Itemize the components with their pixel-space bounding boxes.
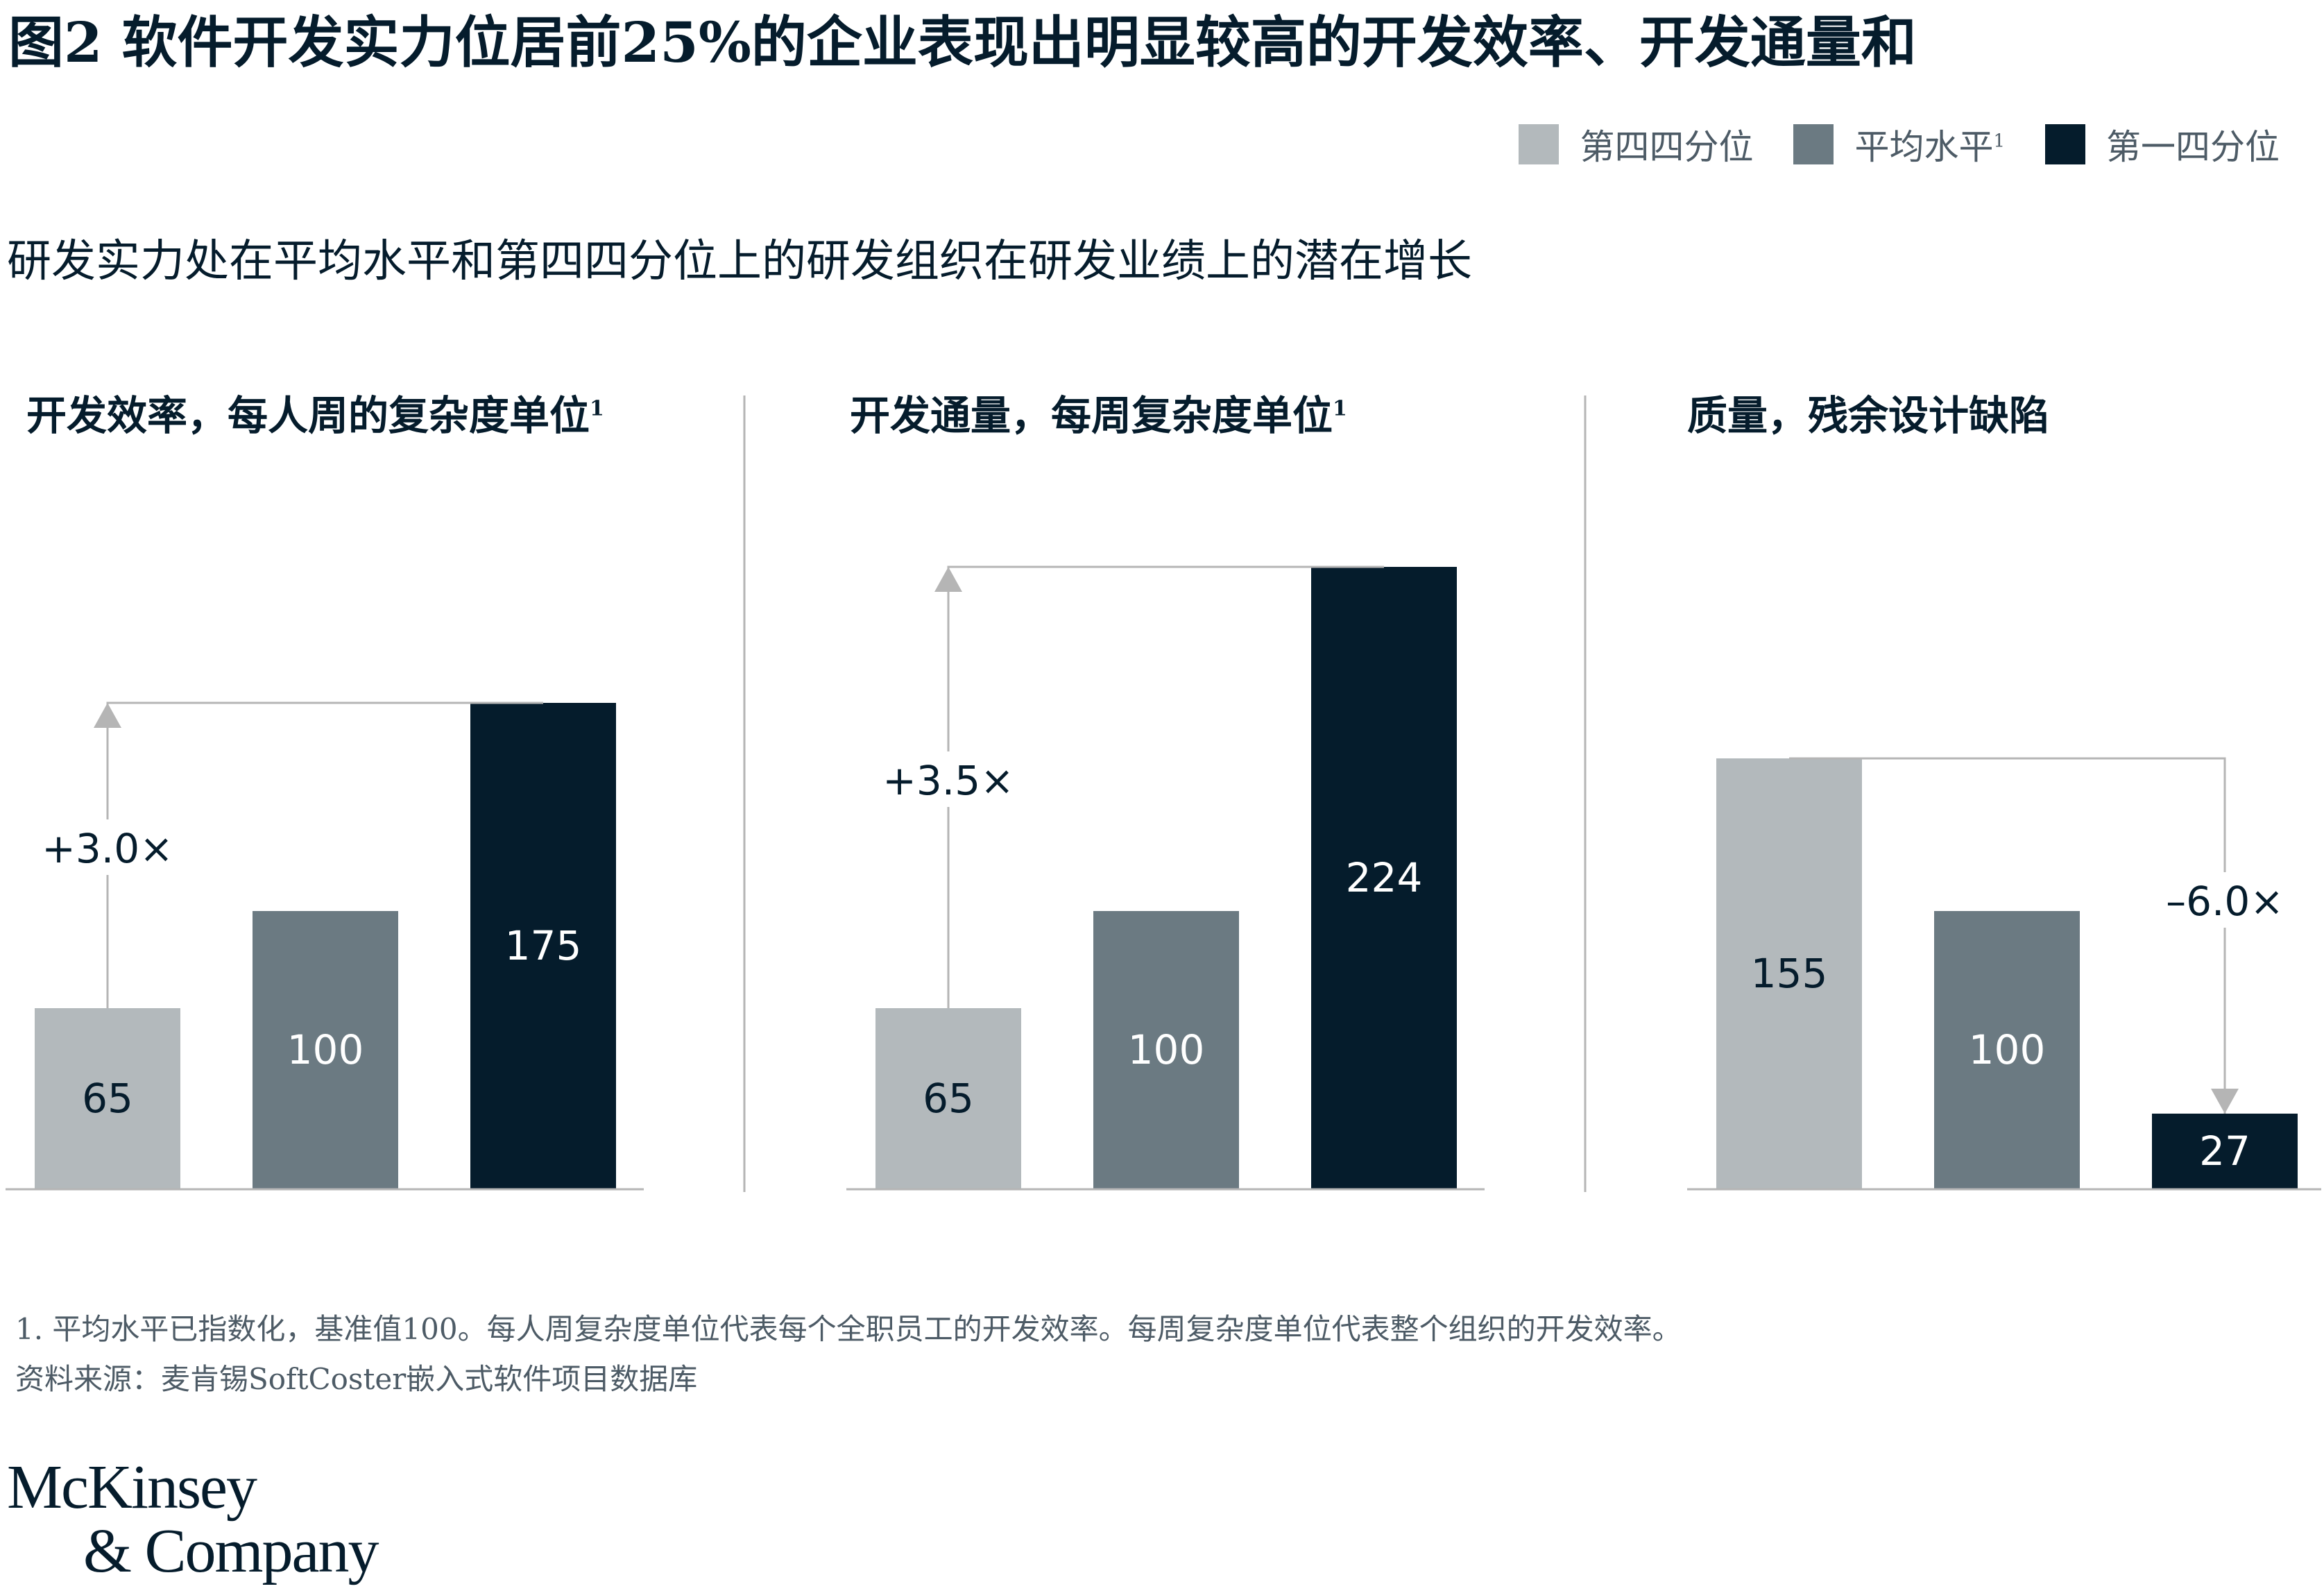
panel-title-efficiency: 开发效率，每人周的复杂度单位1 xyxy=(26,392,604,439)
bar-value-label-2-q4: 65 xyxy=(923,1075,974,1122)
chart-title: 图2 软件开发实力位居前25%的企业表现出明显较高的开发效率、开发通量和 xyxy=(8,10,1917,75)
growth-arrow-head-2 xyxy=(934,567,962,592)
growth-label-1: +3.0× xyxy=(42,825,173,872)
bar-3-average xyxy=(1934,911,2080,1189)
mckinsey-logo: McKinsey & Company xyxy=(7,1453,379,1585)
bar-value-label-1-average: 100 xyxy=(287,1026,364,1073)
bar-3-q1 xyxy=(2152,1114,2298,1189)
growth-label-bg-1 xyxy=(38,819,177,875)
bar-value-label-3-q1: 27 xyxy=(2199,1128,2250,1175)
bar-value-label-1-q1: 175 xyxy=(505,922,582,969)
panel-title-quality: 质量，残余设计缺陷 xyxy=(1687,392,2050,439)
source-note: 资料来源：麦肯锡SoftCoster嵌入式软件项目数据库 xyxy=(15,1362,698,1396)
bar-2-average xyxy=(1093,911,1239,1189)
legend-label-q1: 第一四分位 xyxy=(2106,127,2280,167)
decline-label-bg xyxy=(2155,872,2294,928)
decline-label: –6.0× xyxy=(2166,878,2284,925)
growth-label-2: +3.5× xyxy=(882,757,1014,804)
legend-swatch-q4 xyxy=(1519,124,1560,164)
bar-1-average xyxy=(253,911,398,1189)
bar-value-label-2-average: 100 xyxy=(1128,1026,1205,1073)
legend-swatch-average xyxy=(1793,124,1834,164)
legend-label-average: 平均水平1 xyxy=(1854,127,2005,167)
logo-line-2: & Company xyxy=(83,1517,379,1585)
bar-3-q4 xyxy=(1716,758,1862,1189)
bar-1-q1 xyxy=(470,703,616,1189)
decline-arrow-head xyxy=(2211,1089,2239,1114)
panel-title-throughput: 开发通量，每周复杂度单位1 xyxy=(850,392,1347,439)
bar-1-q4 xyxy=(35,1008,180,1189)
legend-item-q4: 第四四分位 xyxy=(1519,119,1753,169)
bar-2-q4 xyxy=(875,1008,1021,1189)
growth-label-bg-2 xyxy=(879,751,1018,807)
legend-label-q4: 第四四分位 xyxy=(1580,127,1754,167)
decline-arrow-line xyxy=(1789,757,2226,1114)
bar-2-q1 xyxy=(1311,567,1457,1189)
bar-value-label-3-q4: 155 xyxy=(1751,950,1828,997)
legend-swatch-q1 xyxy=(2045,124,2085,164)
chart-subtitle: 研发实力处在平均水平和第四四分位上的研发组织在研发业绩上的潜在增长 xyxy=(7,236,1472,287)
logo-line-1: McKinsey xyxy=(7,1453,257,1522)
bar-value-label-2-q1: 224 xyxy=(1346,854,1423,901)
legend-item-average: 平均水平1 xyxy=(1793,119,2005,169)
bar-value-label-1-q4: 65 xyxy=(82,1075,133,1122)
footnotes: 1. 平均水平已指数化，基准值100。每人周复杂度单位代表每个全职员工的开发效率… xyxy=(15,1304,1682,1404)
legend: 第四四分位 平均水平1 第一四分位 xyxy=(1478,119,2280,169)
footnote-1: 1. 平均水平已指数化，基准值100。每人周复杂度单位代表每个全职员工的开发效率… xyxy=(15,1312,1682,1346)
growth-arrow-head-1 xyxy=(94,703,121,728)
bar-value-label-3-average: 100 xyxy=(1969,1026,2046,1073)
legend-item-q1: 第一四分位 xyxy=(2045,119,2280,169)
